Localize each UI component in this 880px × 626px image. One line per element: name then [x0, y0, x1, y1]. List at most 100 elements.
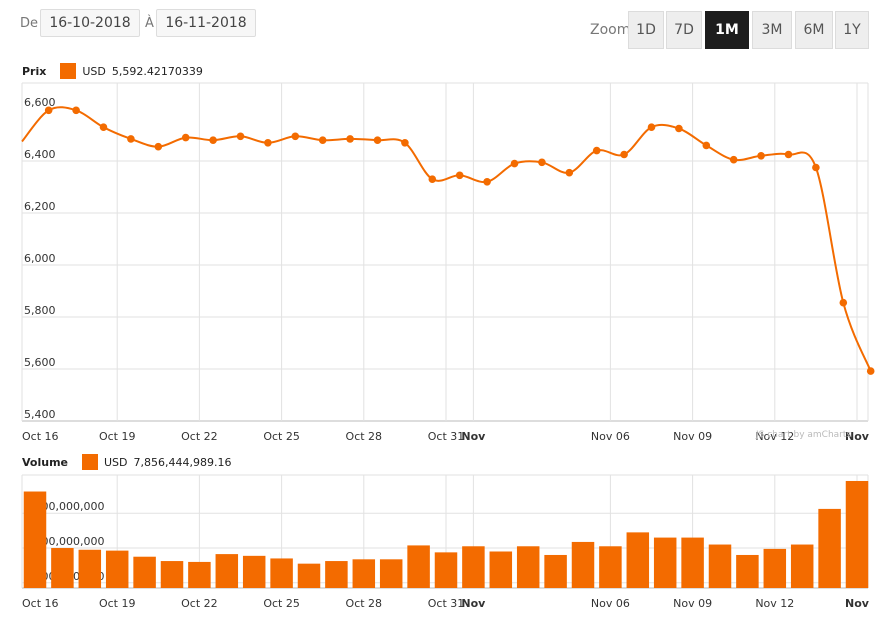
toolbar: De 16-10-2018 À 16-11-2018 Zoom 1D 7D 1M… — [0, 0, 880, 56]
volume-bar — [818, 508, 841, 588]
price-y-tick-label: 6,400 — [24, 148, 56, 161]
volume-bar — [188, 561, 211, 588]
volume-x-tick-label: Oct 31 — [428, 597, 465, 610]
volume-bar — [434, 552, 458, 588]
price-data-point — [209, 136, 217, 144]
volume-legend: Volume USD 7,856,444,989.16 — [22, 454, 231, 470]
volume-x-tick-label: Oct 28 — [346, 597, 383, 610]
to-date-input[interactable]: 16-11-2018 — [156, 9, 256, 37]
price-data-point — [866, 367, 875, 375]
price-data-point — [592, 146, 601, 155]
volume-x-tick-label: Nov 12 — [755, 597, 794, 610]
volume-bar — [736, 554, 759, 588]
volume-bar — [845, 480, 869, 588]
volume-x-tick-label: Nov 09 — [673, 597, 712, 610]
volume-bar — [571, 541, 595, 588]
price-y-tick-label: 5,600 — [24, 356, 56, 369]
volume-bar — [160, 561, 184, 588]
price-data-point — [675, 124, 683, 133]
volume-bar — [352, 559, 376, 588]
price-legend-swatch — [60, 63, 77, 79]
volume-bar — [708, 544, 732, 588]
zoom-3m-button[interactable]: 3M — [752, 11, 792, 49]
price-x-tick-label: Oct 25 — [263, 430, 300, 443]
from-date-input[interactable]: 16-10-2018 — [40, 9, 140, 37]
price-data-point — [757, 152, 765, 160]
volume-bar — [215, 554, 239, 588]
price-y-tick-label: 5,400 — [24, 408, 56, 421]
price-data-point — [318, 136, 327, 144]
price-data-point — [154, 142, 163, 151]
price-x-tick-label: Nov — [461, 430, 486, 443]
price-data-point — [72, 106, 80, 115]
volume-bar — [379, 559, 403, 588]
zoom-1m-button[interactable]: 1M — [705, 11, 749, 49]
volume-bar — [516, 546, 540, 588]
price-data-point — [538, 158, 546, 167]
zoom-7d-button[interactable]: 7D — [666, 11, 702, 49]
price-legend-title: Prix — [22, 64, 47, 78]
price-data-point — [181, 133, 190, 142]
price-legend-currency: USD — [82, 64, 106, 78]
chart-credit: JS chart by amCharts — [756, 430, 852, 440]
volume-legend-title: Volume — [22, 455, 68, 469]
volume-x-tick-label: Oct 22 — [181, 597, 218, 610]
price-y-tick-label: 6,200 — [24, 200, 56, 213]
zoom-6m-button[interactable]: 6M — [795, 11, 833, 49]
price-x-tick-label: Nov 09 — [673, 430, 712, 443]
price-x-tick-label: Nov — [845, 430, 870, 443]
price-data-point — [620, 150, 628, 159]
price-x-tick-label: Nov 06 — [591, 430, 630, 443]
volume-bar — [23, 491, 47, 588]
volume-x-tick-label: Nov — [845, 597, 870, 610]
volume-legend-value: 7,856,444,989.16 — [133, 455, 232, 469]
price-data-point — [565, 168, 574, 177]
price-series-line — [21, 106, 872, 372]
price-data-point — [346, 135, 354, 143]
price-y-tick-label: 6,000 — [24, 252, 56, 265]
zoom-1d-button[interactable]: 1D — [628, 11, 664, 49]
volume-bar — [462, 546, 485, 588]
price-data-point — [455, 171, 464, 180]
price-data-point — [291, 132, 300, 141]
to-label: À — [145, 16, 154, 31]
price-data-point — [812, 163, 820, 172]
volume-bar — [51, 548, 74, 588]
price-data-point — [99, 123, 108, 131]
volume-bar — [325, 561, 348, 588]
price-y-tick-label: 5,800 — [24, 304, 56, 317]
volume-legend-swatch — [82, 454, 98, 470]
volume-bar — [407, 545, 430, 588]
from-label: De — [20, 16, 39, 31]
price-data-point — [401, 139, 409, 147]
volume-bar — [790, 544, 814, 588]
price-data-point — [784, 150, 793, 159]
zoom-1y-button[interactable]: 1Y — [835, 11, 869, 49]
price-data-point — [483, 178, 491, 186]
price-data-point — [127, 135, 135, 143]
price-x-tick-label: Oct 31 — [428, 430, 465, 443]
volume-bar — [105, 550, 129, 588]
volume-x-tick-label: Nov 06 — [591, 597, 630, 610]
price-data-point — [44, 106, 53, 115]
price-x-tick-label: Oct 19 — [99, 430, 136, 443]
price-data-point — [839, 298, 848, 307]
volume-bar — [489, 551, 513, 588]
volume-bar — [653, 537, 677, 588]
volume-x-tick-label: Oct 19 — [99, 597, 136, 610]
price-x-tick-label: Nov 12 — [755, 430, 794, 443]
volume-x-tick-label: Oct 16 — [22, 597, 59, 610]
price-legend-value: 5,592.42170339 — [111, 64, 203, 78]
volume-x-tick-label: Oct 25 — [263, 597, 300, 610]
volume-legend-currency: USD — [104, 455, 128, 469]
volume-bar — [763, 548, 787, 588]
volume-bar — [544, 554, 567, 588]
price-data-point — [510, 159, 519, 168]
zoom-label: Zoom — [590, 22, 631, 38]
price-data-point — [428, 175, 437, 183]
price-x-tick-label: Oct 22 — [181, 430, 218, 443]
volume-bar — [297, 563, 321, 588]
volume-bar — [78, 549, 102, 588]
price-y-tick-label: 6,600 — [24, 96, 56, 109]
